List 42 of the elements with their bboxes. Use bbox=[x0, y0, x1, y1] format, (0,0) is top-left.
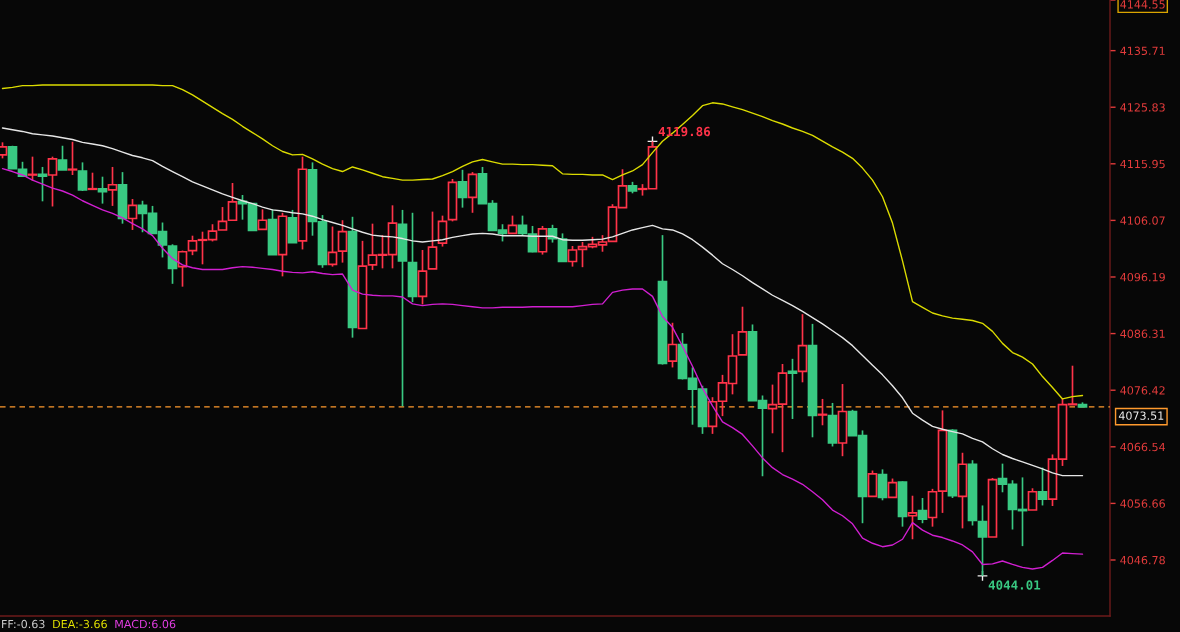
candlestick bbox=[907, 494, 918, 541]
candlestick bbox=[787, 357, 798, 420]
text: DEA:-3.66 bbox=[53, 619, 107, 629]
candlestick bbox=[57, 144, 68, 171]
text: MACD:6.06 bbox=[115, 619, 176, 629]
candlestick bbox=[887, 477, 898, 499]
line-series bbox=[1, 127, 1084, 477]
y-tick-label: 4076.42 bbox=[1120, 386, 1165, 395]
line-series bbox=[1, 84, 1084, 400]
y-tick-label: 4106.07 bbox=[1120, 216, 1165, 225]
y-tick-label: 4115.95 bbox=[1120, 159, 1165, 169]
y-tick-label: 4056.66 bbox=[1120, 499, 1165, 508]
candlestick bbox=[227, 182, 238, 222]
y-tick-label: 4066.54 bbox=[1120, 442, 1166, 452]
y-tick-label: 4144.55 bbox=[1120, 0, 1165, 9]
candlestick bbox=[467, 171, 478, 214]
candlestick bbox=[257, 208, 268, 231]
candlestick bbox=[37, 166, 48, 203]
candlestick bbox=[107, 166, 118, 207]
annotation: 4044.01 bbox=[988, 580, 1041, 590]
ref-line-label: 4073.51 bbox=[1118, 411, 1164, 420]
candlestick bbox=[1027, 487, 1038, 511]
candlestick bbox=[867, 469, 878, 498]
candlestick bbox=[77, 161, 88, 192]
candlestick bbox=[27, 155, 38, 182]
line-series bbox=[1, 167, 1084, 570]
candlestick bbox=[537, 225, 548, 256]
candlestick bbox=[427, 210, 438, 270]
text: FF:-0.63 bbox=[2, 619, 45, 629]
candlestick bbox=[127, 198, 138, 231]
candlestick bbox=[457, 168, 468, 209]
candlestick bbox=[917, 497, 928, 525]
candlestick bbox=[47, 155, 58, 208]
candlestick bbox=[877, 468, 888, 502]
candlestick bbox=[817, 398, 828, 427]
y-tick-label: 4086.31 bbox=[1120, 329, 1165, 338]
candlestick bbox=[67, 140, 78, 176]
y-tick-label: 4046.78 bbox=[1120, 555, 1165, 565]
y-tick-label: 4125.83 bbox=[1120, 103, 1165, 112]
y-tick-label: 4135.71 bbox=[1120, 46, 1165, 56]
candlestick bbox=[667, 321, 678, 369]
y-tick-label: 4096.19 bbox=[1120, 272, 1165, 282]
